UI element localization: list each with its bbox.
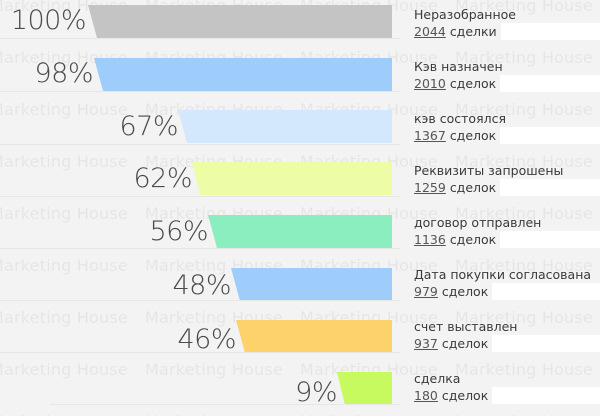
stage-percent: 46% — [177, 324, 236, 355]
stage-percent: 62% — [133, 163, 192, 194]
stage-name: Реквизиты запрошены — [414, 163, 564, 178]
stage-percent: 67% — [119, 111, 178, 142]
funnel-stage: 46% счет выставлен 937 сделок — [0, 312, 600, 364]
blank-box — [500, 179, 600, 196]
blank-box — [500, 127, 600, 144]
blank-box — [492, 335, 600, 352]
row-divider — [0, 196, 400, 197]
stage-name: Дата покупки согласована — [414, 267, 592, 282]
stage-count-link[interactable]: 1259 — [414, 180, 446, 195]
stage-info: сделка 180 сделок — [414, 370, 600, 404]
stage-count-unit: сделок — [441, 336, 489, 351]
stage-percent: 48% — [172, 270, 231, 301]
stage-bar[interactable] — [208, 215, 392, 248]
stage-count-link[interactable]: 937 — [414, 336, 438, 351]
stage-count-link[interactable]: 2044 — [414, 24, 446, 39]
stage-count-link[interactable]: 2010 — [414, 76, 446, 91]
stage-name: счет выставлен — [414, 319, 518, 334]
stage-count-line: 2010 сделок — [414, 75, 600, 92]
stage-name: Неразобранное — [414, 7, 516, 22]
stage-name: договор отправлен — [414, 215, 542, 230]
stage-percent: 100% — [10, 5, 87, 36]
stage-percent: 9% — [295, 377, 337, 408]
stage-name: кэв состоялся — [414, 111, 506, 126]
stage-info: договор отправлен 1136 сделок — [414, 214, 600, 248]
stage-count-line: 937 сделок — [414, 335, 600, 352]
stage-count-line: 1367 сделок — [414, 127, 600, 144]
stage-info: Реквизиты запрошены 1259 сделок — [414, 162, 600, 196]
stage-count-line: 1259 сделок — [414, 179, 600, 196]
row-divider — [0, 248, 400, 249]
blank-box — [492, 283, 600, 300]
stage-info: Неразобранное 2044 сделки — [414, 6, 600, 40]
stage-bar[interactable] — [236, 320, 392, 353]
funnel-stage: 48% Дата покупки согласована 979 сделок — [0, 260, 600, 312]
blank-box — [500, 23, 600, 40]
funnel-stage: 67% кэв состоялся 1367 сделок — [0, 104, 600, 156]
funnel-stage: 62% Реквизиты запрошены 1259 сделок — [0, 156, 600, 208]
stage-count-line: 1136 сделок — [414, 231, 600, 248]
funnel-stage: 56% договор отправлен 1136 сделок — [0, 208, 600, 260]
stage-count-link[interactable]: 979 — [414, 284, 438, 299]
stage-count-line: 180 сделок — [414, 387, 600, 404]
stage-count-unit: сделки — [449, 24, 497, 39]
row-divider — [0, 38, 400, 39]
stage-bar[interactable] — [94, 58, 392, 91]
stage-count-link[interactable]: 1136 — [414, 232, 446, 247]
stage-count-unit: сделок — [449, 180, 497, 195]
stage-percent: 56% — [149, 216, 208, 247]
stage-info: кэв состоялся 1367 сделок — [414, 110, 600, 144]
stage-count-unit: сделок — [441, 388, 489, 403]
stage-bar[interactable] — [231, 268, 392, 301]
stage-count-link[interactable]: 1367 — [414, 128, 446, 143]
funnel-stage: 98% Кэв назначен 2010 сделок — [0, 52, 600, 104]
blank-box — [500, 75, 600, 92]
stage-count-link[interactable]: 180 — [414, 388, 438, 403]
stage-name: сделка — [414, 371, 461, 386]
blank-box — [492, 387, 600, 404]
stage-bar[interactable] — [337, 372, 392, 405]
stage-info: Дата покупки согласована 979 сделок — [414, 266, 600, 300]
row-divider — [0, 300, 400, 301]
row-divider — [0, 144, 400, 145]
stage-percent: 98% — [34, 58, 93, 89]
row-divider — [50, 404, 400, 405]
stage-count-unit: сделок — [449, 128, 497, 143]
blank-box — [500, 231, 600, 248]
stage-count-line: 2044 сделки — [414, 23, 600, 40]
stage-bar[interactable] — [178, 110, 392, 143]
stage-name: Кэв назначен — [414, 59, 503, 74]
funnel-stage: 9% сделка 180 сделок — [0, 364, 600, 416]
stage-count-unit: сделок — [449, 232, 497, 247]
stage-count-unit: сделок — [449, 76, 497, 91]
row-divider — [0, 91, 400, 92]
stage-info: счет выставлен 937 сделок — [414, 318, 600, 352]
stage-count-line: 979 сделок — [414, 283, 600, 300]
stage-bar[interactable] — [88, 5, 392, 38]
stage-info: Кэв назначен 2010 сделок — [414, 58, 600, 92]
stage-bar[interactable] — [192, 162, 392, 195]
row-divider — [0, 352, 400, 353]
stage-count-unit: сделок — [441, 284, 489, 299]
funnel-stage: 100% Неразобранное 2044 сделки — [0, 0, 600, 52]
